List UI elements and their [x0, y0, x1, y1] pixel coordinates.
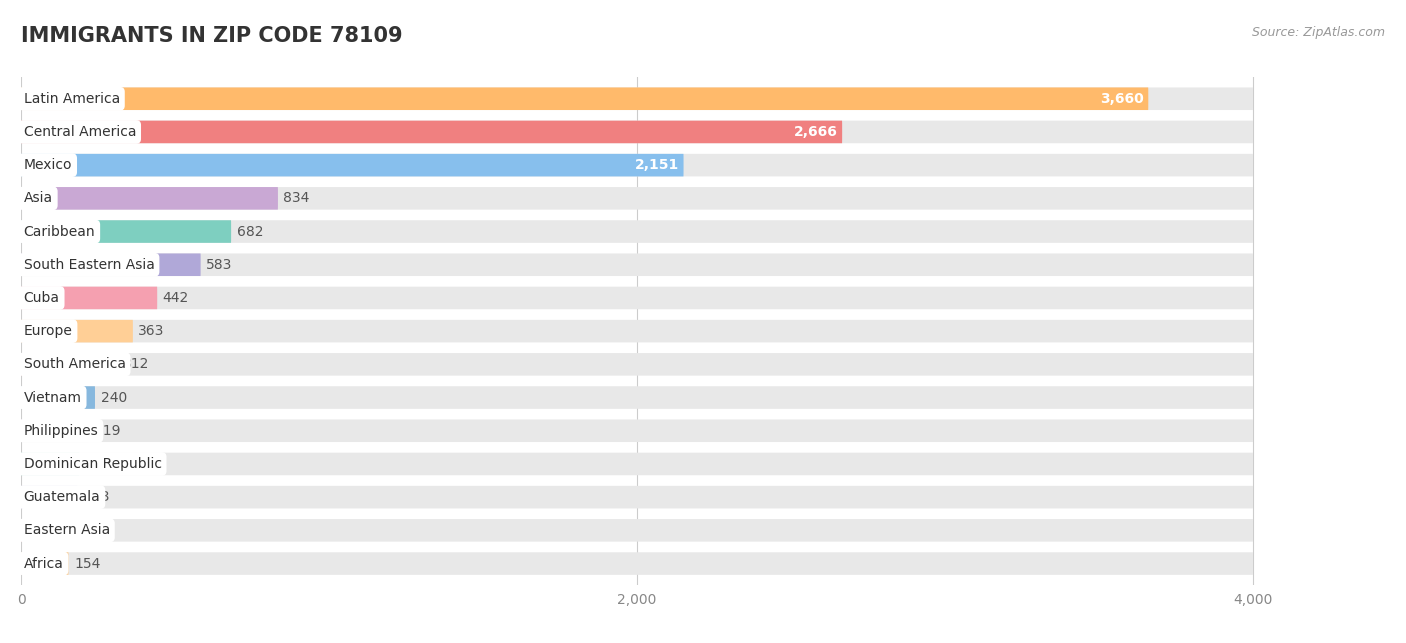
FancyBboxPatch shape [21, 386, 96, 409]
Text: Asia: Asia [24, 192, 53, 205]
Text: Guatemala: Guatemala [24, 490, 100, 504]
Text: 583: 583 [207, 258, 232, 272]
FancyBboxPatch shape [21, 486, 1253, 509]
FancyBboxPatch shape [21, 253, 1253, 276]
FancyBboxPatch shape [21, 353, 117, 376]
Text: 834: 834 [284, 192, 309, 205]
Text: South Eastern Asia: South Eastern Asia [24, 258, 155, 272]
Text: 363: 363 [138, 324, 165, 338]
FancyBboxPatch shape [21, 453, 79, 475]
FancyBboxPatch shape [21, 519, 73, 541]
Text: Vietnam: Vietnam [24, 390, 82, 404]
FancyBboxPatch shape [21, 519, 1253, 541]
Text: IMMIGRANTS IN ZIP CODE 78109: IMMIGRANTS IN ZIP CODE 78109 [21, 26, 402, 46]
FancyBboxPatch shape [21, 221, 231, 243]
Text: Central America: Central America [24, 125, 136, 139]
Text: 219: 219 [94, 424, 121, 438]
Text: Latin America: Latin America [24, 92, 120, 105]
Text: Caribbean: Caribbean [24, 224, 96, 239]
FancyBboxPatch shape [21, 353, 1253, 376]
FancyBboxPatch shape [21, 253, 201, 276]
FancyBboxPatch shape [21, 154, 1253, 176]
Text: Philippines: Philippines [24, 424, 98, 438]
Text: 240: 240 [101, 390, 127, 404]
Text: 189: 189 [84, 457, 111, 471]
FancyBboxPatch shape [21, 187, 278, 210]
Text: 442: 442 [163, 291, 188, 305]
Text: Mexico: Mexico [24, 158, 72, 172]
Text: 154: 154 [75, 557, 100, 570]
FancyBboxPatch shape [21, 287, 157, 309]
FancyBboxPatch shape [21, 87, 1149, 110]
FancyBboxPatch shape [21, 121, 842, 143]
Text: Dominican Republic: Dominican Republic [24, 457, 162, 471]
FancyBboxPatch shape [21, 453, 1253, 475]
FancyBboxPatch shape [21, 486, 77, 509]
FancyBboxPatch shape [21, 320, 1253, 343]
Text: 2,666: 2,666 [793, 125, 838, 139]
Text: 183: 183 [83, 490, 110, 504]
Text: 682: 682 [236, 224, 263, 239]
Text: Eastern Asia: Eastern Asia [24, 523, 110, 538]
Text: 169: 169 [79, 523, 105, 538]
FancyBboxPatch shape [21, 419, 89, 442]
Text: Africa: Africa [24, 557, 63, 570]
FancyBboxPatch shape [21, 552, 1253, 575]
FancyBboxPatch shape [21, 121, 1253, 143]
FancyBboxPatch shape [21, 320, 134, 343]
Text: South America: South America [24, 358, 125, 372]
FancyBboxPatch shape [21, 221, 1253, 243]
Text: Source: ZipAtlas.com: Source: ZipAtlas.com [1251, 26, 1385, 39]
Text: Europe: Europe [24, 324, 73, 338]
Text: 3,660: 3,660 [1099, 92, 1143, 105]
FancyBboxPatch shape [21, 154, 683, 176]
FancyBboxPatch shape [21, 386, 1253, 409]
FancyBboxPatch shape [21, 87, 1253, 110]
FancyBboxPatch shape [21, 552, 69, 575]
FancyBboxPatch shape [21, 187, 1253, 210]
Text: 312: 312 [122, 358, 149, 372]
Text: Cuba: Cuba [24, 291, 59, 305]
Text: 2,151: 2,151 [634, 158, 679, 172]
FancyBboxPatch shape [21, 419, 1253, 442]
FancyBboxPatch shape [21, 287, 1253, 309]
